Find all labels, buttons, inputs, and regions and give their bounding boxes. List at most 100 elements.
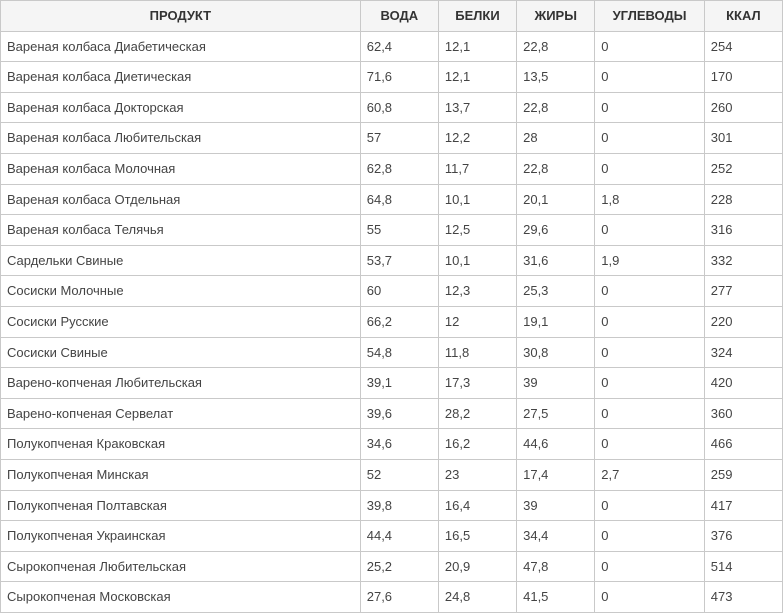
- value-cell: 31,6: [517, 245, 595, 276]
- value-cell: 466: [704, 429, 782, 460]
- value-cell: 16,4: [438, 490, 516, 521]
- product-cell: Полукопченая Краковская: [1, 429, 361, 460]
- product-cell: Полукопченая Минская: [1, 459, 361, 490]
- value-cell: 12: [438, 306, 516, 337]
- value-cell: 1,8: [595, 184, 704, 215]
- value-cell: 66,2: [360, 306, 438, 337]
- value-cell: 332: [704, 245, 782, 276]
- product-cell: Полукопченая Украинская: [1, 521, 361, 552]
- value-cell: 16,5: [438, 521, 516, 552]
- product-cell: Вареная колбаса Диабетическая: [1, 31, 361, 62]
- value-cell: 0: [595, 337, 704, 368]
- value-cell: 0: [595, 429, 704, 460]
- value-cell: 22,8: [517, 31, 595, 62]
- table-row: Полукопченая Украинская44,416,534,40376: [1, 521, 783, 552]
- value-cell: 17,4: [517, 459, 595, 490]
- value-cell: 514: [704, 551, 782, 582]
- value-cell: 260: [704, 92, 782, 123]
- value-cell: 11,8: [438, 337, 516, 368]
- product-cell: Вареная колбаса Отдельная: [1, 184, 361, 215]
- value-cell: 0: [595, 31, 704, 62]
- value-cell: 259: [704, 459, 782, 490]
- value-cell: 34,4: [517, 521, 595, 552]
- value-cell: 28,2: [438, 398, 516, 429]
- value-cell: 54,8: [360, 337, 438, 368]
- product-cell: Варено-копченая Сервелат: [1, 398, 361, 429]
- value-cell: 0: [595, 62, 704, 93]
- value-cell: 44,6: [517, 429, 595, 460]
- table-row: Полукопченая Краковская34,616,244,60466: [1, 429, 783, 460]
- value-cell: 12,2: [438, 123, 516, 154]
- value-cell: 22,8: [517, 92, 595, 123]
- value-cell: 19,1: [517, 306, 595, 337]
- value-cell: 220: [704, 306, 782, 337]
- value-cell: 39: [517, 368, 595, 399]
- value-cell: 0: [595, 521, 704, 552]
- col-header: БЕЛКИ: [438, 1, 516, 32]
- table-row: Сардельки Свиные53,710,131,61,9332: [1, 245, 783, 276]
- table-row: Сосиски Свиные54,811,830,80324: [1, 337, 783, 368]
- product-cell: Сосиски Молочные: [1, 276, 361, 307]
- value-cell: 44,4: [360, 521, 438, 552]
- value-cell: 12,5: [438, 215, 516, 246]
- value-cell: 29,6: [517, 215, 595, 246]
- value-cell: 20,9: [438, 551, 516, 582]
- table-row: Вареная колбаса Диетическая71,612,113,50…: [1, 62, 783, 93]
- product-cell: Сардельки Свиные: [1, 245, 361, 276]
- value-cell: 170: [704, 62, 782, 93]
- value-cell: 12,1: [438, 62, 516, 93]
- value-cell: 47,8: [517, 551, 595, 582]
- table-row: Вареная колбаса Отдельная64,810,120,11,8…: [1, 184, 783, 215]
- value-cell: 0: [595, 398, 704, 429]
- value-cell: 16,2: [438, 429, 516, 460]
- value-cell: 473: [704, 582, 782, 613]
- table-row: Вареная колбаса Телячья5512,529,60316: [1, 215, 783, 246]
- value-cell: 39: [517, 490, 595, 521]
- value-cell: 0: [595, 153, 704, 184]
- value-cell: 12,3: [438, 276, 516, 307]
- value-cell: 12,1: [438, 31, 516, 62]
- value-cell: 420: [704, 368, 782, 399]
- value-cell: 11,7: [438, 153, 516, 184]
- value-cell: 53,7: [360, 245, 438, 276]
- value-cell: 27,5: [517, 398, 595, 429]
- value-cell: 301: [704, 123, 782, 154]
- value-cell: 10,1: [438, 245, 516, 276]
- table-row: Вареная колбаса Молочная62,811,722,80252: [1, 153, 783, 184]
- nutrition-table-container: ПРОДУКТВОДАБЕЛКИЖИРЫУГЛЕВОДЫККАЛ Вареная…: [0, 0, 783, 613]
- value-cell: 55: [360, 215, 438, 246]
- table-head: ПРОДУКТВОДАБЕЛКИЖИРЫУГЛЕВОДЫККАЛ: [1, 1, 783, 32]
- table-row: Сырокопченая Любительская25,220,947,8051…: [1, 551, 783, 582]
- value-cell: 52: [360, 459, 438, 490]
- value-cell: 71,6: [360, 62, 438, 93]
- col-header: УГЛЕВОДЫ: [595, 1, 704, 32]
- value-cell: 0: [595, 123, 704, 154]
- value-cell: 23: [438, 459, 516, 490]
- product-cell: Полукопченая Полтавская: [1, 490, 361, 521]
- product-cell: Вареная колбаса Любительская: [1, 123, 361, 154]
- value-cell: 1,9: [595, 245, 704, 276]
- product-cell: Вареная колбаса Докторская: [1, 92, 361, 123]
- table-row: Сырокопченая Московская27,624,841,50473: [1, 582, 783, 613]
- value-cell: 0: [595, 551, 704, 582]
- value-cell: 417: [704, 490, 782, 521]
- value-cell: 0: [595, 276, 704, 307]
- value-cell: 0: [595, 92, 704, 123]
- product-cell: Сосиски Свиные: [1, 337, 361, 368]
- value-cell: 41,5: [517, 582, 595, 613]
- value-cell: 39,8: [360, 490, 438, 521]
- value-cell: 0: [595, 215, 704, 246]
- value-cell: 13,5: [517, 62, 595, 93]
- table-row: Вареная колбаса Диабетическая62,412,122,…: [1, 31, 783, 62]
- value-cell: 34,6: [360, 429, 438, 460]
- product-cell: Сырокопченая Московская: [1, 582, 361, 613]
- col-header: ЖИРЫ: [517, 1, 595, 32]
- table-row: Вареная колбаса Любительская5712,2280301: [1, 123, 783, 154]
- value-cell: 62,4: [360, 31, 438, 62]
- product-cell: Вареная колбаса Телячья: [1, 215, 361, 246]
- value-cell: 25,2: [360, 551, 438, 582]
- value-cell: 30,8: [517, 337, 595, 368]
- header-row: ПРОДУКТВОДАБЕЛКИЖИРЫУГЛЕВОДЫККАЛ: [1, 1, 783, 32]
- product-cell: Сосиски Русские: [1, 306, 361, 337]
- table-row: Вареная колбаса Докторская60,813,722,802…: [1, 92, 783, 123]
